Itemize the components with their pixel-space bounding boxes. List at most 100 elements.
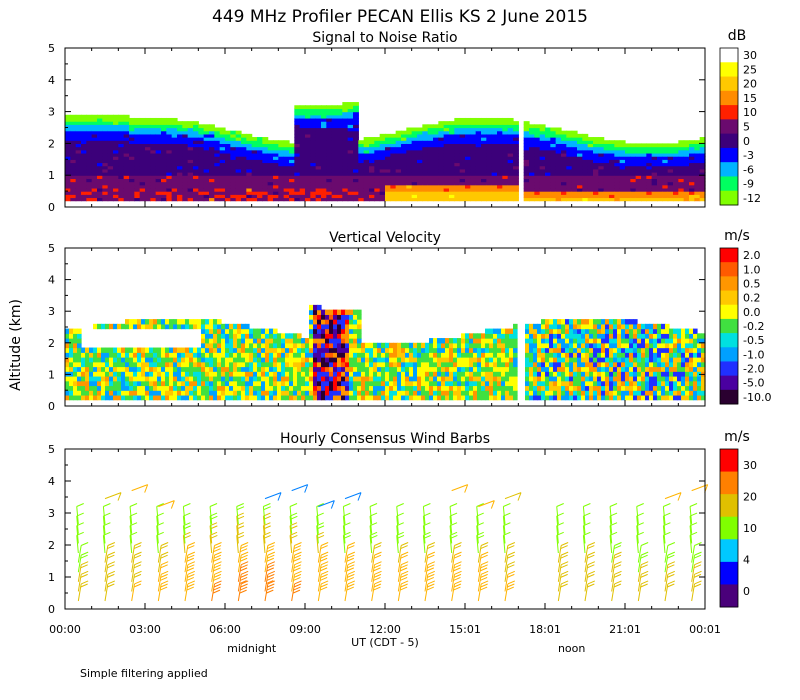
velocity-cell <box>237 385 242 391</box>
velocity-cell <box>609 338 614 344</box>
snr-cell <box>219 165 226 170</box>
velocity-cell <box>505 380 510 387</box>
snr-cell <box>294 140 301 144</box>
velocity-cell <box>341 347 346 353</box>
velocity-cell <box>393 385 398 391</box>
velocity-cell <box>381 357 386 363</box>
velocity-cell <box>217 342 222 349</box>
velocity-cell <box>137 375 142 382</box>
snr-cell <box>502 165 509 170</box>
velocity-cell <box>589 366 594 372</box>
snr-cell <box>513 175 519 179</box>
snr-cell <box>481 181 487 186</box>
snr-cell <box>443 133 450 138</box>
snr-cell <box>187 184 194 189</box>
velocity-cell <box>177 352 182 358</box>
velocity-cell <box>553 394 558 401</box>
velocity-cell <box>433 380 438 387</box>
snr-cell <box>145 143 151 148</box>
velocity-cell <box>509 390 514 396</box>
snr-cell <box>97 156 103 160</box>
snr-cell <box>310 149 317 154</box>
velocity-cell <box>565 380 570 387</box>
velocity-cell <box>293 361 298 368</box>
velocity-cell <box>177 366 182 372</box>
snr-cell <box>235 162 242 167</box>
velocity-cell <box>553 323 558 330</box>
velocity-cell <box>237 357 242 363</box>
velocity-cell <box>165 347 170 353</box>
snr-cell <box>529 178 535 183</box>
velocity-cell <box>157 352 162 358</box>
snr-cell <box>203 140 210 144</box>
velocity-cell <box>97 371 102 377</box>
snr-cell <box>486 197 493 202</box>
snr-cell <box>342 156 349 160</box>
snr-cell <box>310 191 317 195</box>
velocity-cell <box>109 390 114 396</box>
velocity-cell <box>377 385 382 391</box>
snr-cell <box>182 130 189 135</box>
snr-cell <box>614 159 621 164</box>
velocity-cell <box>329 347 334 353</box>
snr-cell <box>609 181 615 186</box>
snr-cell <box>619 178 626 183</box>
snr-cell <box>593 187 599 192</box>
snr-cell <box>358 146 365 151</box>
velocity-cell <box>377 394 382 401</box>
snr-cell <box>267 159 274 164</box>
velocity-cell <box>161 394 166 401</box>
snr-cell <box>454 187 461 192</box>
snr-cell <box>673 194 679 199</box>
snr-cell <box>209 178 215 183</box>
snr-cell <box>102 133 109 138</box>
velocity-cell <box>117 347 122 353</box>
snr-cell <box>699 194 706 199</box>
snr-cell <box>97 181 103 186</box>
snr-cell <box>646 159 653 164</box>
snr-cell <box>374 162 381 167</box>
snr-cell <box>555 184 562 189</box>
snr-cell <box>582 137 589 141</box>
snr-cell <box>91 162 98 167</box>
velocity-cell <box>185 390 190 396</box>
snr-cell <box>75 197 82 202</box>
velocity-cell <box>229 380 234 387</box>
snr-cell <box>251 197 258 202</box>
snr-cell <box>523 127 530 132</box>
velocity-cell <box>237 361 242 368</box>
velocity-cell <box>325 309 330 315</box>
velocity-cell <box>217 319 222 325</box>
snr-cell <box>614 143 621 148</box>
snr-cell <box>449 184 455 189</box>
snr-cell <box>81 162 87 167</box>
velocity-cell <box>77 328 82 334</box>
velocity-cell <box>509 366 514 372</box>
snr-cell <box>198 181 205 186</box>
velocity-cell <box>589 352 594 358</box>
snr-cell <box>422 197 429 202</box>
velocity-cell <box>189 361 194 368</box>
snr-cell <box>390 133 397 138</box>
snr-cell <box>507 149 514 154</box>
velocity-cell <box>337 333 342 339</box>
velocity-cell <box>325 319 330 325</box>
snr-cell <box>107 152 114 157</box>
snr-cell <box>491 156 498 160</box>
velocity-cell <box>457 342 462 349</box>
velocity-cell <box>185 380 190 387</box>
snr-cell <box>539 197 546 202</box>
velocity-cell <box>265 338 270 344</box>
velocity-cell <box>149 347 154 353</box>
snr-cell <box>161 175 167 179</box>
velocity-cell <box>193 366 198 372</box>
velocity-cell <box>221 333 226 339</box>
velocity-cell <box>449 361 454 368</box>
snr-cell <box>374 165 381 170</box>
snr-cell <box>118 197 125 202</box>
snr-cell <box>198 130 205 135</box>
snr-cell <box>289 168 295 173</box>
velocity-cell <box>173 352 178 358</box>
velocity-cell <box>477 352 482 358</box>
velocity-cell <box>101 352 106 358</box>
